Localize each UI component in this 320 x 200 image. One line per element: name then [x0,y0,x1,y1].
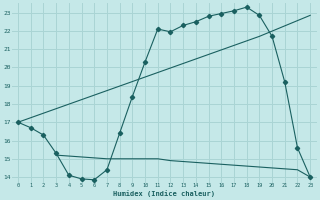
X-axis label: Humidex (Indice chaleur): Humidex (Indice chaleur) [113,190,215,197]
